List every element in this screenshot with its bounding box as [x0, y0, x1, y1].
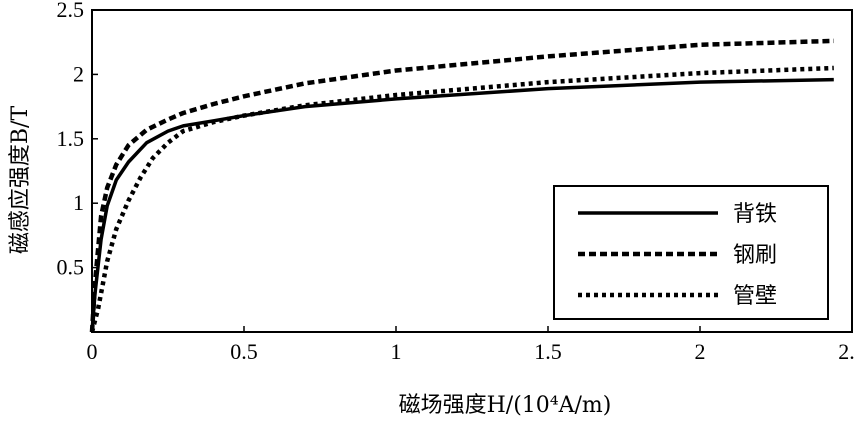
y-tick-label: 2	[73, 61, 84, 86]
series-lines	[89, 38, 834, 333]
plot-frame	[91, 9, 853, 333]
y-axis-label: 磁感应强度B/T	[8, 106, 33, 255]
x-tick-label: 0.5	[230, 339, 258, 364]
x-tick-label: 2	[695, 339, 706, 364]
legend-label-2: 钢刷	[733, 243, 777, 268]
series-line-1	[90, 77, 834, 333]
x-tick-label: 1.5	[534, 339, 562, 364]
y-tick-label: 0.5	[57, 255, 85, 280]
plot-area-border	[91, 9, 853, 333]
axis-ticks: 0 0.5 1 1.5 2 2.5 0.5 1 1.5 2 2.5	[57, 0, 856, 364]
legend-label-1: 背铁	[733, 202, 777, 227]
y-tick-label: 1.5	[57, 126, 85, 151]
x-tick-label: 0	[87, 339, 98, 364]
x-axis-label: 磁场强度H/(10⁴A/m)	[399, 393, 612, 418]
x-tick-label: 1	[391, 339, 402, 364]
x-tick-label: 2.5	[838, 339, 856, 364]
y-tick-label: 2.5	[57, 0, 85, 22]
y-tick-label: 1	[73, 190, 84, 215]
series-line-2	[89, 38, 834, 333]
legend-label-3: 管壁	[733, 284, 777, 309]
series-line-3	[89, 65, 834, 333]
